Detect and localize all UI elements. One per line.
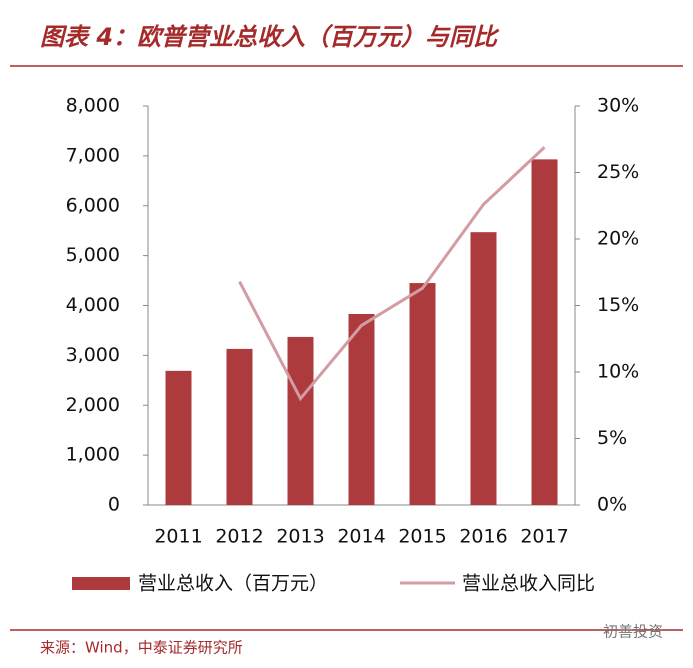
y-tick-label: 5,000 [66, 244, 120, 266]
bar [348, 313, 375, 505]
x-tick-label: 2017 [520, 526, 568, 548]
bar [226, 348, 253, 505]
y-tick-label: 3,000 [66, 344, 120, 366]
y-tick-label: 0 [108, 494, 120, 516]
chart-title: 图表 4：欧普营业总收入（百万元）与同比 [40, 23, 500, 51]
bar [531, 159, 558, 505]
line [238, 146, 546, 402]
y-tick-label: 6,000 [66, 194, 120, 216]
y-tick-label: 4,000 [66, 294, 120, 316]
y-tick-label: 7,000 [66, 144, 120, 166]
bar [409, 283, 436, 505]
y2-tick-label: 0% [597, 494, 627, 516]
x-tick-label: 2015 [398, 526, 446, 548]
source: 来源：Wind，中泰证券研究所 [40, 639, 243, 657]
watermark: 初善投资 [603, 623, 663, 641]
bar [165, 370, 192, 505]
legend-swatch [72, 577, 130, 590]
x-tick-label: 2014 [337, 526, 385, 548]
y2-tick-label: 10% [597, 361, 639, 383]
y2-tick-label: 30% [597, 95, 639, 117]
x-tick-label: 2011 [154, 526, 202, 548]
y-tick-label: 2,000 [66, 394, 120, 416]
x-tick-label: 2016 [459, 526, 507, 548]
y2-tick-label: 5% [597, 427, 627, 449]
legend-label: 营业总收入同比 [462, 573, 595, 595]
bar [287, 336, 314, 505]
x-tick-label: 2013 [276, 526, 324, 548]
y2-tick-label: 25% [597, 161, 639, 183]
y2-tick-label: 20% [597, 228, 639, 250]
x-tick-label: 2012 [215, 526, 263, 548]
y2-tick-label: 15% [597, 294, 639, 316]
y-tick-label: 8,000 [66, 95, 120, 117]
y-tick-label: 1,000 [66, 444, 120, 466]
legend-label: 营业总收入（百万元） [138, 573, 328, 595]
bar [470, 232, 497, 505]
